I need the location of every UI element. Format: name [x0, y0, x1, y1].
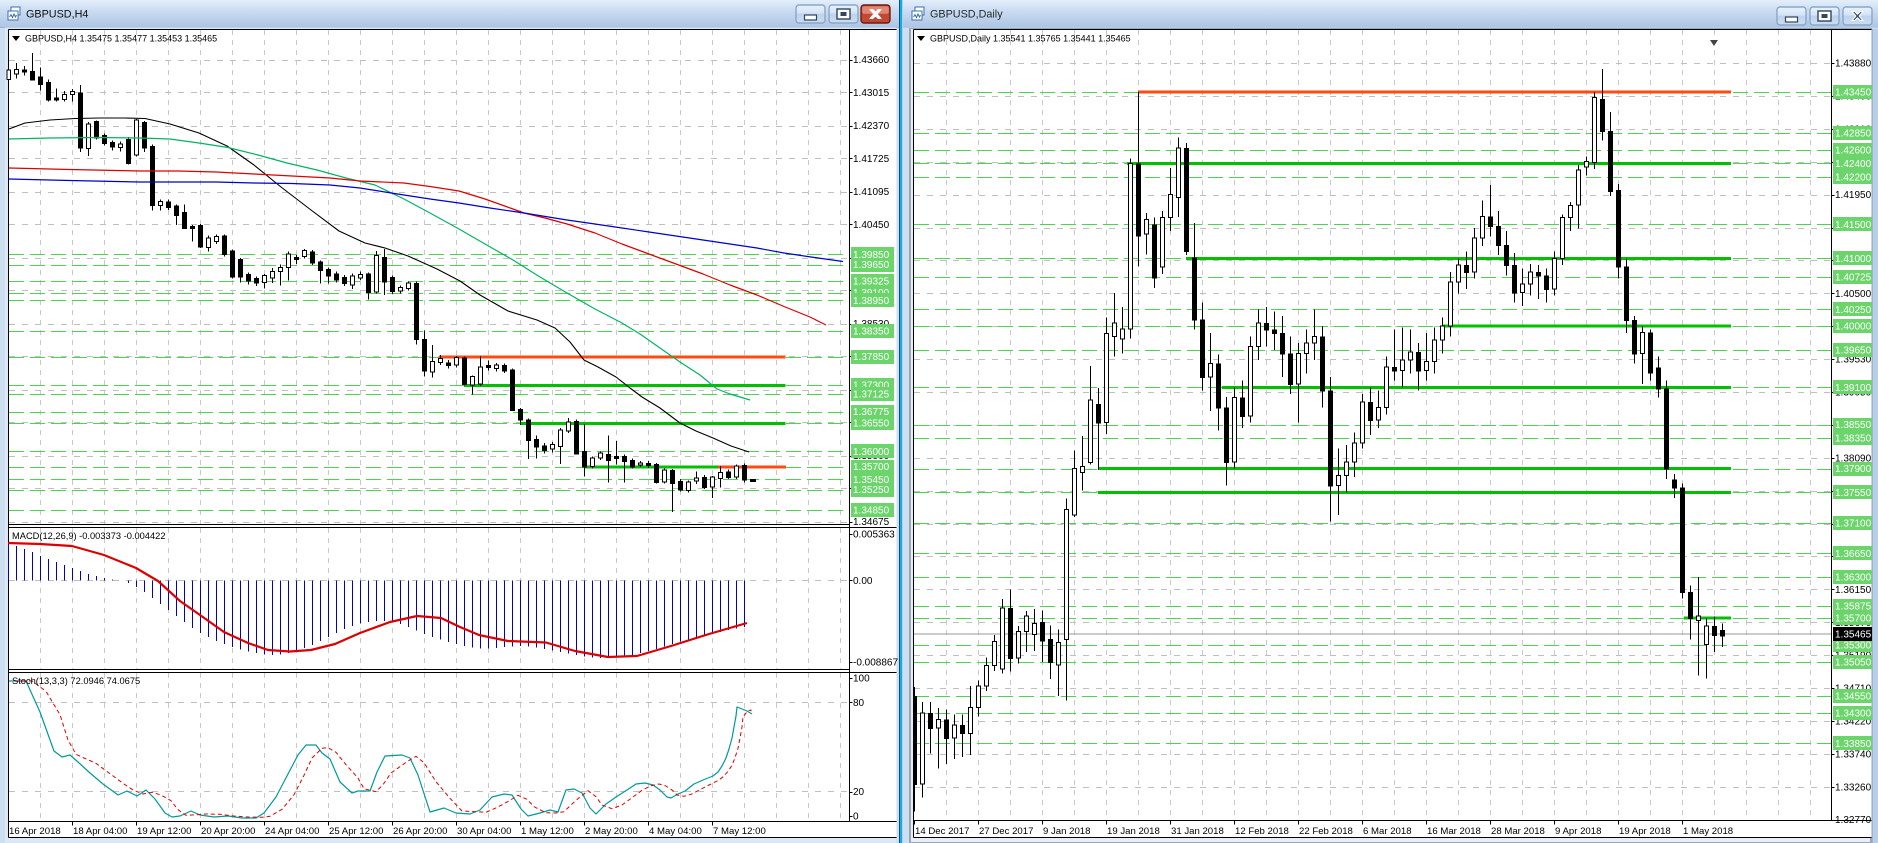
- svg-text:1.35450: 1.35450: [853, 475, 890, 486]
- svg-text:1.33260: 1.33260: [1835, 782, 1872, 793]
- svg-text:16 Mar 2018: 16 Mar 2018: [1427, 826, 1481, 837]
- svg-text:22 Feb 2018: 22 Feb 2018: [1299, 826, 1353, 837]
- svg-text:80: 80: [853, 698, 865, 709]
- svg-text:1.42400: 1.42400: [1835, 159, 1872, 170]
- svg-text:1.39650: 1.39650: [853, 260, 890, 271]
- svg-text:1.42200: 1.42200: [1835, 172, 1872, 183]
- svg-text:0.005363: 0.005363: [853, 530, 895, 541]
- svg-text:26 Apr 20:00: 26 Apr 20:00: [393, 826, 447, 837]
- svg-text:19 Jan 2018: 19 Jan 2018: [1107, 826, 1160, 837]
- svg-text:1.41500: 1.41500: [1835, 220, 1872, 231]
- svg-text:MACD(12,26,9) -0.003373 -0.004: MACD(12,26,9) -0.003373 -0.004422: [12, 531, 166, 541]
- svg-text:GBPUSD,Daily: GBPUSD,Daily: [930, 9, 1003, 21]
- svg-text:30 Apr 04:00: 30 Apr 04:00: [457, 826, 511, 837]
- svg-text:1.36300: 1.36300: [1835, 573, 1872, 584]
- svg-text:27 Dec 2017: 27 Dec 2017: [979, 826, 1033, 837]
- svg-text:1.38090: 1.38090: [1835, 453, 1872, 464]
- svg-text:1.41950: 1.41950: [1835, 190, 1872, 201]
- svg-text:9 Apr 2018: 9 Apr 2018: [1555, 826, 1601, 837]
- svg-text:1.39530: 1.39530: [1835, 355, 1872, 366]
- svg-text:1.36650: 1.36650: [1835, 549, 1872, 560]
- svg-text:1.35050: 1.35050: [1835, 658, 1872, 669]
- svg-text:9 Jan 2018: 9 Jan 2018: [1043, 826, 1090, 837]
- svg-text:1.34550: 1.34550: [1835, 691, 1872, 702]
- svg-text:2 May 20:00: 2 May 20:00: [585, 826, 638, 837]
- svg-text:20 Apr 20:00: 20 Apr 20:00: [201, 826, 255, 837]
- svg-text:1.37550: 1.37550: [1835, 488, 1872, 499]
- svg-text:1.34300: 1.34300: [1835, 708, 1872, 719]
- svg-text:31 Jan 2018: 31 Jan 2018: [1171, 826, 1224, 837]
- svg-text:1.37900: 1.37900: [1835, 464, 1872, 475]
- svg-text:1.38350: 1.38350: [853, 327, 890, 338]
- svg-text:24 Apr 04:00: 24 Apr 04:00: [265, 826, 319, 837]
- svg-text:1.34850: 1.34850: [853, 506, 890, 517]
- svg-text:1.35300: 1.35300: [1835, 641, 1872, 652]
- svg-text:1.43015: 1.43015: [853, 88, 890, 99]
- svg-text:1.35700: 1.35700: [853, 462, 890, 473]
- svg-text:1.43660: 1.43660: [853, 55, 890, 66]
- svg-text:0: 0: [853, 812, 859, 823]
- svg-text:12 Feb 2018: 12 Feb 2018: [1235, 826, 1289, 837]
- svg-text:100: 100: [853, 674, 870, 685]
- svg-text:1.41725: 1.41725: [853, 154, 890, 165]
- svg-text:1.41095: 1.41095: [853, 187, 890, 198]
- svg-text:1.37850: 1.37850: [853, 352, 890, 363]
- svg-text:1.40000: 1.40000: [1835, 322, 1872, 333]
- svg-text:GBPUSD,H4: GBPUSD,H4: [26, 9, 88, 21]
- svg-text:14 Dec 2017: 14 Dec 2017: [915, 826, 969, 837]
- svg-text:1.40725: 1.40725: [1835, 273, 1872, 284]
- svg-text:1.39325: 1.39325: [853, 277, 890, 288]
- svg-text:1.38550: 1.38550: [1835, 420, 1872, 431]
- svg-text:1.43450: 1.43450: [1835, 88, 1872, 99]
- svg-text:1.35250: 1.35250: [853, 485, 890, 496]
- svg-text:1.39850: 1.39850: [853, 250, 890, 261]
- svg-text:28 Mar 2018: 28 Mar 2018: [1491, 826, 1545, 837]
- svg-text:4 May 04:00: 4 May 04:00: [649, 826, 702, 837]
- svg-text:1.36550: 1.36550: [853, 419, 890, 430]
- svg-text:1.41000: 1.41000: [1835, 254, 1872, 265]
- svg-text:1 May 2018: 1 May 2018: [1683, 826, 1733, 837]
- svg-text:GBPUSD,Daily 1.35541 1.35765: GBPUSD,Daily 1.35541 1.35765 1.35441 1.3…: [930, 34, 1131, 44]
- svg-text:1.40250: 1.40250: [1835, 305, 1872, 316]
- svg-text:1.37300: 1.37300: [853, 380, 890, 391]
- svg-text:GBPUSD,H4 1.35475 1.35477 1.3: GBPUSD,H4 1.35475 1.35477 1.35453 1.3546…: [25, 34, 217, 44]
- svg-text:19 Apr 2018: 19 Apr 2018: [1619, 826, 1671, 837]
- svg-text:1.36150: 1.36150: [1835, 585, 1872, 596]
- svg-text:1.37125: 1.37125: [853, 389, 890, 400]
- svg-text:1.42600: 1.42600: [1835, 145, 1872, 156]
- svg-text:1.43880: 1.43880: [1835, 59, 1872, 70]
- svg-text:0.00: 0.00: [853, 576, 873, 587]
- svg-text:1.42370: 1.42370: [853, 121, 890, 132]
- svg-text:7 May 12:00: 7 May 12:00: [713, 826, 766, 837]
- svg-text:1.38950: 1.38950: [853, 296, 890, 307]
- svg-text:20: 20: [853, 787, 865, 798]
- svg-text:-0.008867: -0.008867: [853, 658, 898, 669]
- svg-text:16 Apr 2018: 16 Apr 2018: [9, 826, 61, 837]
- svg-text:19 Apr 12:00: 19 Apr 12:00: [137, 826, 191, 837]
- svg-text:1.34675: 1.34675: [853, 517, 890, 528]
- svg-text:1.37100: 1.37100: [1835, 518, 1872, 529]
- svg-text:1.33740: 1.33740: [1835, 749, 1872, 760]
- svg-text:1.34220: 1.34220: [1835, 717, 1872, 728]
- svg-text:1.38350: 1.38350: [1835, 434, 1872, 445]
- svg-text:25 Apr 12:00: 25 Apr 12:00: [329, 826, 383, 837]
- svg-text:1.35875: 1.35875: [1835, 602, 1872, 613]
- svg-text:1 May 12:00: 1 May 12:00: [521, 826, 574, 837]
- svg-text:6 Mar 2018: 6 Mar 2018: [1363, 826, 1412, 837]
- svg-text:1.39650: 1.39650: [1835, 345, 1872, 356]
- svg-text:1.36775: 1.36775: [853, 407, 890, 418]
- svg-text:1.40450: 1.40450: [853, 220, 890, 231]
- svg-text:1.40500: 1.40500: [1835, 289, 1872, 300]
- svg-text:18 Apr 04:00: 18 Apr 04:00: [73, 826, 127, 837]
- svg-text:1.42850: 1.42850: [1835, 128, 1872, 139]
- svg-text:1.39100: 1.39100: [1835, 383, 1872, 394]
- svg-text:1.35700: 1.35700: [1835, 613, 1872, 624]
- svg-text:1.36000: 1.36000: [853, 447, 890, 458]
- svg-text:1.32770: 1.32770: [1835, 815, 1872, 826]
- svg-text:1.35465: 1.35465: [1835, 630, 1872, 641]
- svg-text:1.33850: 1.33850: [1835, 739, 1872, 750]
- svg-text:Stoch(13,3,3) 72.0946 74.0675: Stoch(13,3,3) 72.0946 74.0675: [12, 676, 140, 686]
